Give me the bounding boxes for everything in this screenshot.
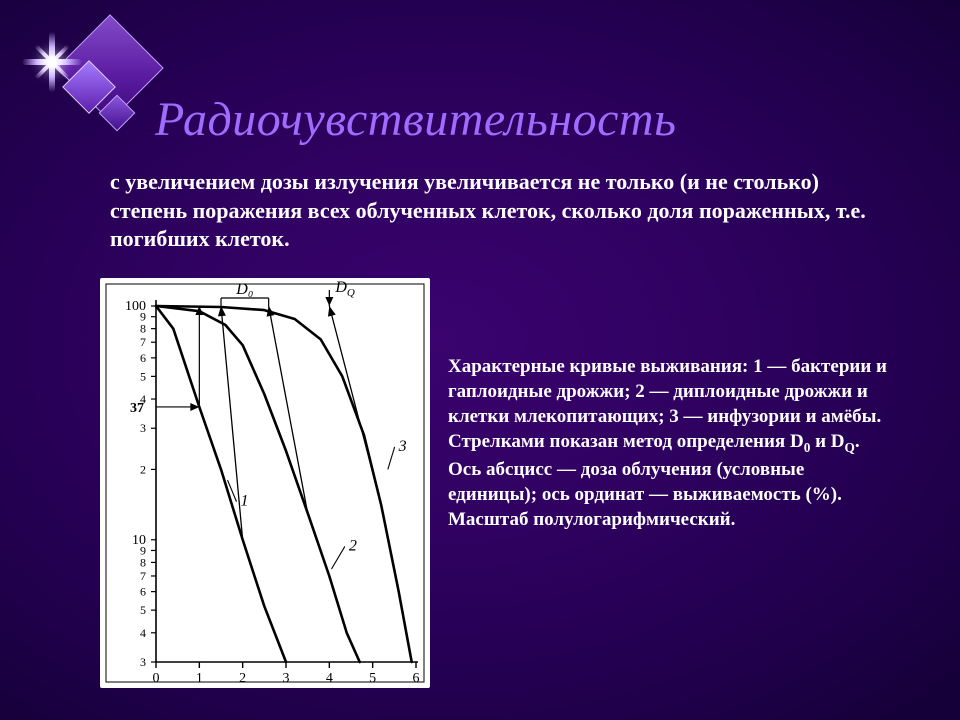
svg-text:8: 8 (140, 555, 146, 569)
svg-text:6: 6 (413, 671, 420, 686)
svg-text:3: 3 (140, 421, 146, 435)
svg-text:8: 8 (140, 322, 146, 336)
svg-text:1: 1 (241, 493, 249, 510)
svg-text:3: 3 (283, 671, 290, 686)
svg-text:2: 2 (140, 462, 146, 476)
intro-paragraph: с увеличением дозы излучения увеличивает… (110, 168, 870, 254)
svg-text:6: 6 (140, 351, 146, 365)
svg-text:0: 0 (153, 671, 160, 686)
svg-text:3: 3 (140, 655, 146, 669)
slide-title: Радиочувствительность (155, 92, 676, 147)
svg-text:2: 2 (239, 671, 246, 686)
svg-text:37: 37 (130, 401, 144, 416)
chart-legend: Характерные кривые выживания: 1 — бактер… (448, 354, 893, 532)
svg-text:2: 2 (349, 537, 357, 554)
svg-text:1: 1 (196, 671, 203, 686)
svg-text:DQ: DQ (334, 279, 355, 299)
svg-text:D₀: D₀ (235, 281, 253, 298)
svg-text:4: 4 (140, 626, 146, 640)
svg-text:5: 5 (369, 671, 376, 686)
corner-ornament (12, 0, 172, 160)
survival-chart: 01234561009876543237109876543D₀DQ123 (100, 278, 430, 688)
svg-text:7: 7 (140, 569, 146, 583)
svg-text:3: 3 (398, 438, 407, 455)
svg-text:7: 7 (140, 335, 146, 349)
svg-text:4: 4 (326, 671, 333, 686)
svg-text:5: 5 (140, 369, 146, 383)
svg-text:5: 5 (140, 603, 146, 617)
svg-text:6: 6 (140, 585, 146, 599)
